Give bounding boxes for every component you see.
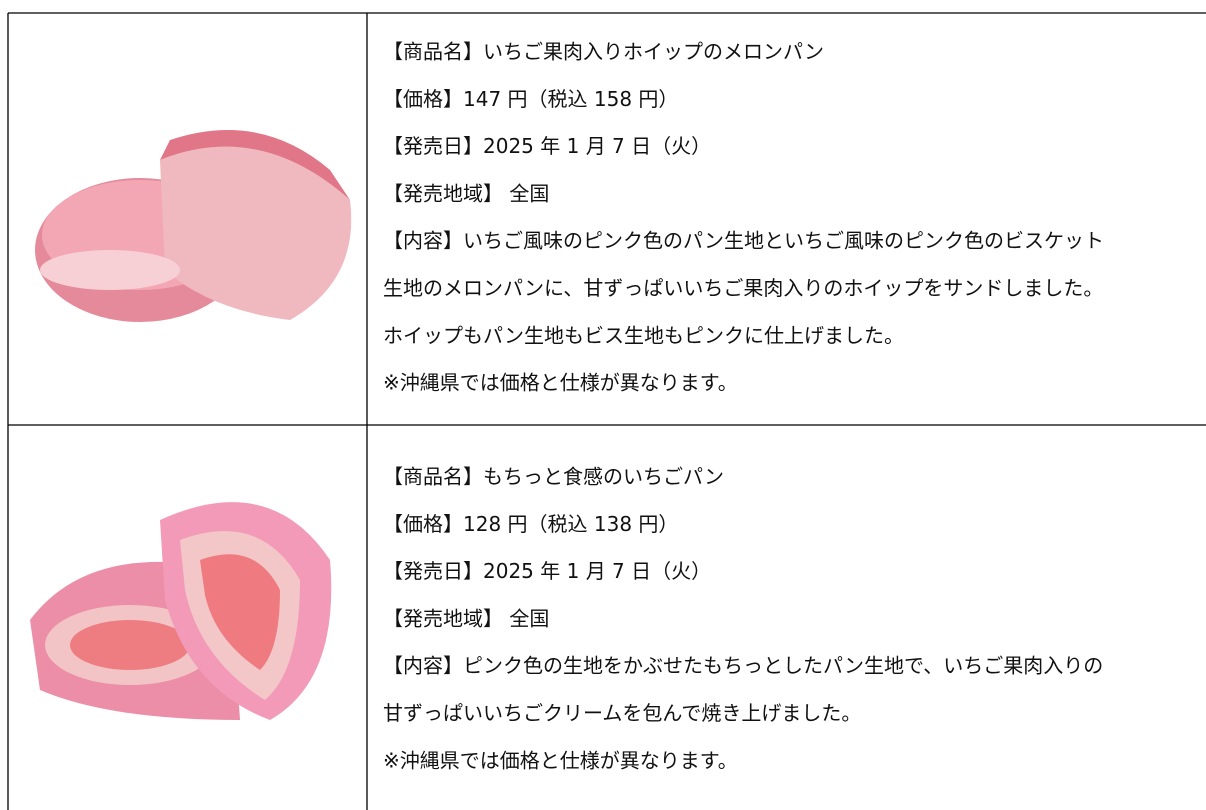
cell-text: 【発売地域】 全国	[383, 181, 549, 205]
cell-text: 【内容】ピンク色の生地をかぶせたもちっとしたパン生地で、いちご果肉入りの	[383, 654, 1103, 678]
cell-text: 【価格】147 円（税込 158 円）	[383, 87, 678, 111]
cell-text: 【内容】いちご風味のピンク色のパン生地といちご風味のピンク色のビスケット	[383, 229, 1104, 253]
product-image	[35, 130, 352, 322]
cell-text: 生地のメロンパンに、甘ずっぱいいちご果肉入りのホイップをサンドしました。	[383, 276, 1103, 300]
table-grid	[7, 12, 1206, 810]
cell-text: ホイップもパン生地もビス生地もピンクに仕上げました。	[383, 323, 904, 347]
cell-text: 【発売地域】 全国	[383, 606, 549, 630]
cell-text: 【発売日】2025 年 1 月 7 日（火）	[383, 559, 711, 583]
cell-text: 【商品名】いちご果肉入りホイップのメロンパン	[383, 40, 824, 64]
cell-text: ※沖縄県では価格と仕様が異なります。	[383, 748, 738, 772]
cell-text: ※沖縄県では価格と仕様が異なります。	[383, 371, 738, 395]
product-image	[30, 502, 332, 720]
cell-text: 【価格】128 円（税込 138 円）	[383, 512, 678, 536]
cell-text: 【発売日】2025 年 1 月 7 日（火）	[383, 134, 711, 158]
cell-text: 甘ずっぱいいちごクリームを包んで焼き上げました。	[383, 701, 861, 725]
cell-text: 【商品名】もちっと食感のいちごパン	[383, 465, 724, 489]
